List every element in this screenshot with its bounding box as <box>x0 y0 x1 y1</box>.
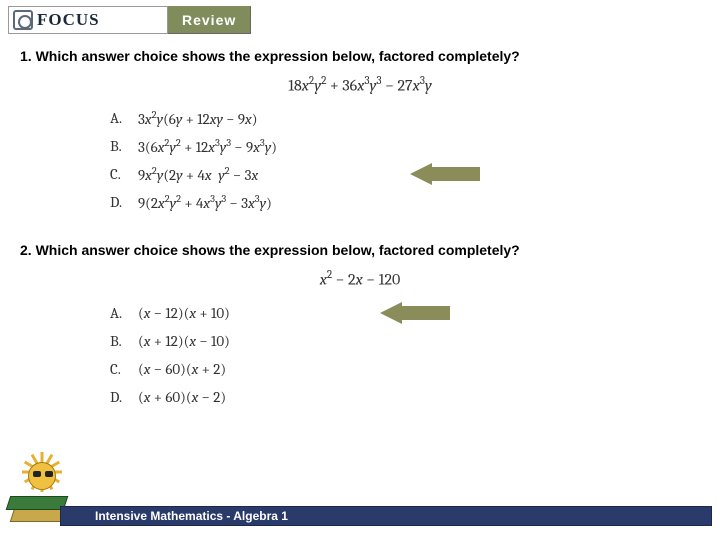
choice-label: A. <box>110 304 138 322</box>
q1-choice-a: A. 3x2y(6y + 12xy − 9x) <box>110 104 700 132</box>
question-1-block: 1. Which answer choice shows the express… <box>20 48 700 216</box>
choice-label: D. <box>110 193 138 211</box>
q1-choices: A. 3x2y(6y + 12xy − 9x) B. 3(6x2y2 + 12x… <box>110 104 700 216</box>
q1-prompt: 1. Which answer choice shows the express… <box>20 48 700 64</box>
q1-choice-d: D. 9(2x2y2 + 4x3y3 − 3x3y) <box>110 188 700 216</box>
footer-text: Intensive Mathematics - Algebra 1 <box>95 509 288 523</box>
choice-label: A. <box>110 109 138 127</box>
choice-expr: (x + 60)(x − 2) <box>138 388 226 406</box>
q1-expression: 18x2y2 + 36x3y3 − 27x3y <box>20 74 700 94</box>
choice-expr: (x + 12)(x − 10) <box>138 332 230 350</box>
choice-label: B. <box>110 137 138 155</box>
q2-expression: x2 − 2x − 120 <box>20 268 700 288</box>
answer-arrow-icon <box>410 163 480 185</box>
q2-choice-d: D. (x + 60)(x − 2) <box>110 383 700 411</box>
header-bar: FOCUS Review <box>8 6 251 34</box>
q2-choices: A. (x − 12)(x + 10) B. (x + 12)(x − 10) … <box>110 299 700 411</box>
choice-expr: 3(6x2y2 + 12x3y3 − 9x3y) <box>138 137 277 156</box>
q2-prompt: 2. Which answer choice shows the express… <box>20 242 700 258</box>
logo-text: FOCUS <box>37 10 100 30</box>
q2-choice-b: B. (x + 12)(x − 10) <box>110 327 700 355</box>
review-tab-label: Review <box>182 12 236 28</box>
q1-choice-c: C. 9x2y(2y + 4x y2 − 3x <box>110 160 700 188</box>
choice-expr: (x − 60)(x + 2) <box>138 360 226 378</box>
choice-expr: (x − 12)(x + 10) <box>138 304 230 322</box>
choice-expr: 9x2y(2y + 4x y2 − 3x <box>138 165 258 184</box>
question-2-block: 2. Which answer choice shows the express… <box>20 242 700 410</box>
choice-label: C. <box>110 360 138 378</box>
choice-label: B. <box>110 332 138 350</box>
choice-label: C. <box>110 165 138 183</box>
content-area: 1. Which answer choice shows the express… <box>20 48 700 411</box>
q2-choice-a: A. (x − 12)(x + 10) <box>110 299 700 327</box>
answer-arrow-icon <box>380 302 450 324</box>
choice-expr: 9(2x2y2 + 4x3y3 − 3x3y) <box>138 193 272 212</box>
focus-logo: FOCUS <box>8 6 168 34</box>
choice-label: D. <box>110 388 138 406</box>
q2-choice-c: C. (x − 60)(x + 2) <box>110 355 700 383</box>
logo-gear-icon <box>13 10 33 30</box>
choice-expr: 3x2y(6y + 12xy − 9x) <box>138 109 257 128</box>
footer-bar: Intensive Mathematics - Algebra 1 <box>60 506 712 526</box>
review-tab: Review <box>168 6 251 34</box>
q1-choice-b: B. 3(6x2y2 + 12x3y3 − 9x3y) <box>110 132 700 160</box>
